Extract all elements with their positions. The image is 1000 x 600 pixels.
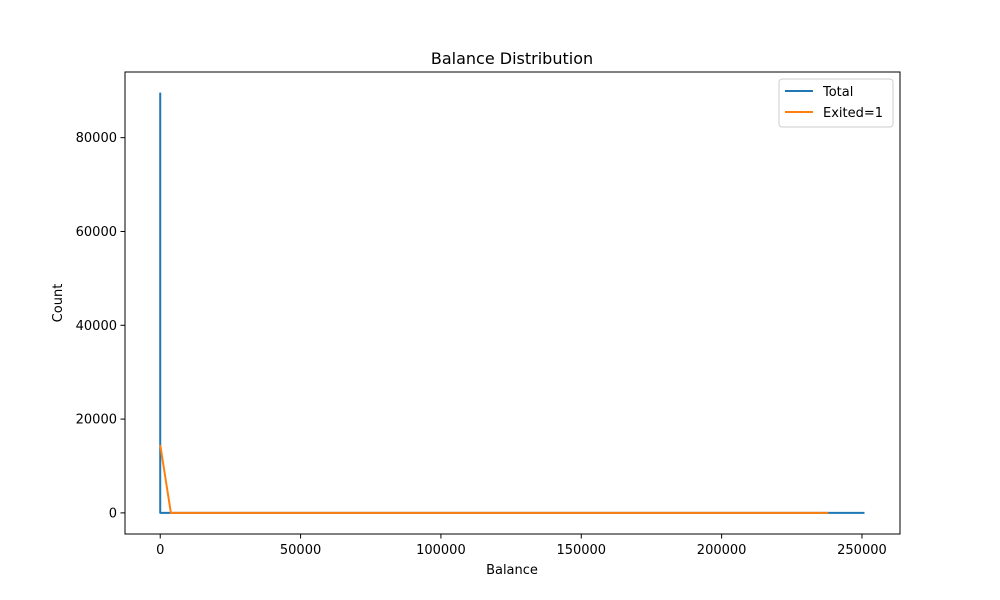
legend: Total Exited=1	[778, 78, 894, 128]
x-tick-label: 0	[156, 543, 164, 558]
x-tick-label: 150000	[556, 543, 606, 558]
x-axis-ticks: 0 50000 100000 150000 200000 250000	[156, 534, 887, 558]
x-tick-label: 200000	[697, 543, 747, 558]
y-axis-ticks: 0 20000 40000 60000 80000	[76, 131, 125, 521]
y-tick-label: 60000	[76, 225, 117, 240]
legend-label-exited: Exited=1	[823, 106, 883, 121]
x-axis-label: Balance	[486, 563, 538, 578]
x-tick-label: 100000	[416, 543, 466, 558]
series-layer	[159, 92, 865, 514]
y-tick-label: 80000	[76, 131, 117, 146]
y-axis-label: Count	[51, 284, 66, 323]
y-tick-label: 0	[109, 506, 117, 521]
series-line-exited	[159, 444, 829, 514]
chart-title: Balance Distribution	[431, 49, 593, 68]
x-tick-label: 50000	[280, 543, 321, 558]
y-tick-label: 20000	[76, 413, 117, 428]
plot-frame	[124, 71, 901, 535]
legend-label-total: Total	[822, 85, 853, 100]
x-tick-label: 250000	[837, 543, 887, 558]
y-tick-label: 40000	[76, 319, 117, 334]
